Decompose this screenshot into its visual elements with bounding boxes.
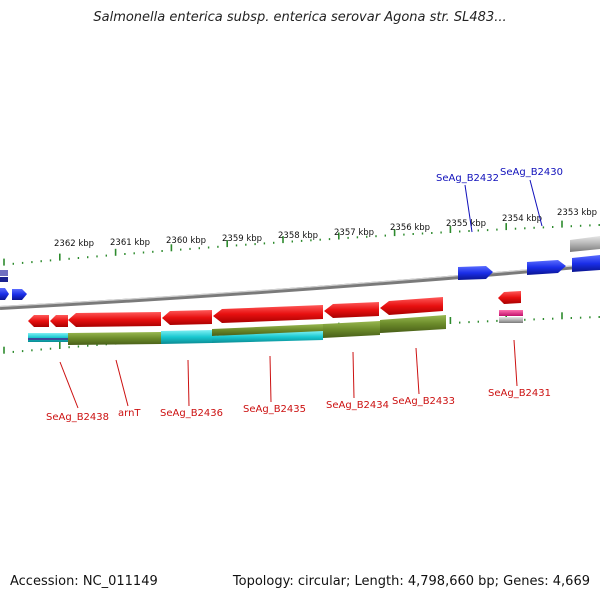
gene-label[interactable]: SeAg_B2430	[500, 167, 563, 178]
kbp-labels: 2362 kbp 2361 kbp 2360 kbp 2359 kbp 2358…	[54, 208, 597, 249]
cog-feature-green[interactable]	[68, 332, 161, 345]
forward-gene-arrow[interactable]	[0, 288, 9, 300]
reverse-gene-arrow-B2438[interactable]	[28, 315, 49, 327]
kbp-label: 2354 kbp	[502, 214, 542, 224]
forward-gene-edge[interactable]	[0, 270, 8, 276]
cog-feature-cyan[interactable]	[28, 333, 68, 342]
kbp-label: 2362 kbp	[54, 239, 94, 249]
cog-feature-stripe	[28, 338, 68, 340]
gene-label[interactable]: SeAg_B2432	[436, 173, 499, 184]
cog-feature-green[interactable]	[380, 315, 446, 333]
cog-feature-grey[interactable]	[499, 317, 523, 323]
accession-text: Accession: NC_011149	[10, 574, 158, 589]
cog-feature-cyan[interactable]	[161, 330, 212, 344]
cog-feature-cyan[interactable]	[212, 331, 323, 343]
kbp-label: 2358 kbp	[278, 231, 318, 241]
gene-label[interactable]: SeAg_B2435	[243, 404, 306, 415]
forward-gene-edge-dark[interactable]	[0, 277, 8, 282]
kbp-label: 2360 kbp	[166, 236, 206, 246]
kbp-label: 2361 kbp	[110, 238, 150, 248]
reverse-gene-arrow-B2433[interactable]	[380, 297, 443, 315]
map-title: Salmonella enterica subsp. enterica sero…	[93, 10, 507, 25]
genome-backbone	[0, 263, 600, 310]
genome-summary-text: Topology: circular; Length: 4,798,660 bp…	[232, 574, 590, 589]
cog-feature-grey[interactable]	[570, 236, 600, 252]
outer-tick-ring	[3, 220, 600, 266]
gene-label[interactable]: arnT	[118, 408, 141, 419]
kbp-label: 2353 kbp	[557, 208, 597, 218]
gene-label[interactable]: SeAg_B2433	[392, 396, 455, 407]
kbp-label: 2355 kbp	[446, 219, 486, 229]
gene-label[interactable]: SeAg_B2436	[160, 408, 223, 419]
reverse-gene-arrow-B2434[interactable]	[324, 302, 379, 318]
forward-strand-features	[0, 236, 600, 300]
gene-labels: SeAg_B2438 arnT SeAg_B2436 SeAg_B2435 Se…	[46, 167, 563, 423]
label-connectors	[59, 179, 543, 409]
kbp-label: 2359 kbp	[222, 234, 262, 244]
gene-label[interactable]: SeAg_B2431	[488, 388, 551, 399]
reverse-gene-arrow-B2435[interactable]	[213, 305, 323, 323]
kbp-label: 2356 kbp	[390, 223, 430, 233]
reverse-gene-arrow-B2431[interactable]	[498, 291, 521, 304]
gene-label[interactable]: SeAg_B2438	[46, 412, 109, 423]
cog-feature-green[interactable]	[323, 321, 380, 338]
forward-gene-arrow[interactable]	[572, 255, 600, 272]
kbp-label: 2357 kbp	[334, 228, 374, 238]
reverse-gene-arrow[interactable]	[50, 315, 68, 327]
reverse-gene-arrow-B2436[interactable]	[162, 310, 212, 325]
forward-gene-arrow-B2430[interactable]	[527, 260, 566, 275]
reverse-strand-features	[28, 291, 523, 345]
forward-gene-arrow[interactable]	[12, 289, 27, 300]
gene-label[interactable]: SeAg_B2434	[326, 400, 389, 411]
reverse-gene-arrow-arnT[interactable]	[68, 312, 161, 327]
forward-gene-arrow-B2432[interactable]	[458, 266, 493, 280]
cog-feature-pink[interactable]	[499, 310, 523, 316]
genome-backbone-highlight	[0, 262, 600, 308]
